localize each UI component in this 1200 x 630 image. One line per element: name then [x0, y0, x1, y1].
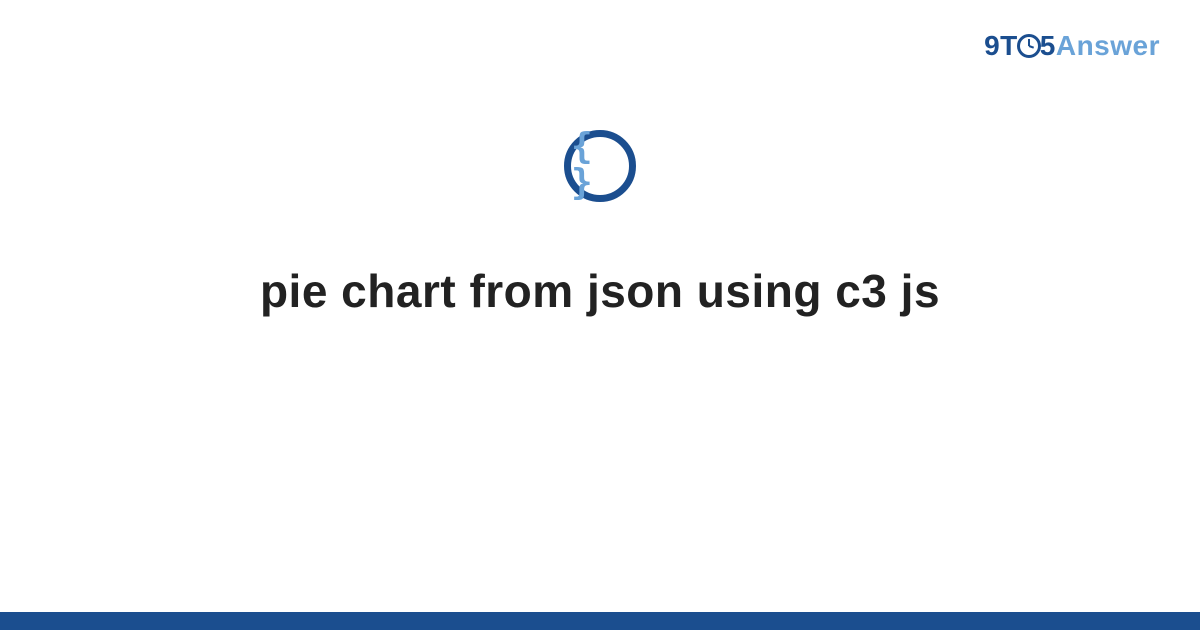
braces-icon: { } [571, 129, 629, 201]
logo-nine: 9 [984, 30, 1000, 61]
site-logo: 9T5Answer [984, 30, 1160, 62]
logo-t: T [1000, 30, 1018, 61]
page-title: pie chart from json using c3 js [260, 264, 940, 318]
footer-bar [0, 612, 1200, 630]
topic-badge: { } [564, 130, 636, 202]
hero-section: { } pie chart from json using c3 js [0, 130, 1200, 318]
logo-five: 5 [1040, 30, 1056, 61]
clock-icon [1017, 34, 1041, 58]
logo-answer: Answer [1056, 30, 1160, 61]
